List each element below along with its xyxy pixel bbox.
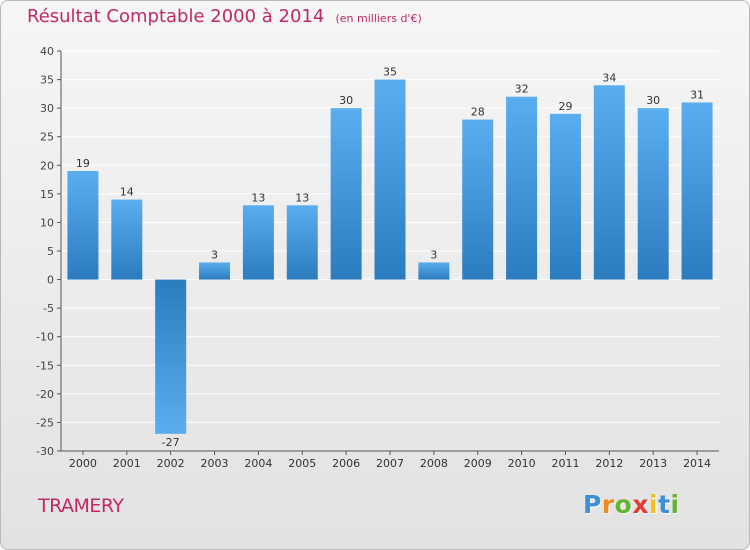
place-name: TRAMERY [38, 495, 124, 517]
bar-2011 [549, 113, 581, 280]
bar-2014 [681, 102, 713, 280]
y-tick-label: -30 [36, 445, 54, 458]
bar-2012 [593, 85, 625, 280]
logo-letter: r [601, 490, 615, 519]
value-label-2009: 28 [471, 106, 485, 119]
x-tick-label-2000: 2000 [69, 457, 97, 470]
value-label-2011: 29 [558, 100, 572, 113]
y-tick-label: -20 [36, 388, 54, 401]
value-label-2001: 14 [120, 186, 134, 199]
bar-2009 [462, 119, 494, 280]
x-tick-label-2011: 2011 [551, 457, 579, 470]
y-tick-label: 0 [47, 274, 54, 287]
x-tick-label-2007: 2007 [376, 457, 404, 470]
x-tick-label-2001: 2001 [113, 457, 141, 470]
y-tick-label: 35 [40, 74, 54, 87]
bar-2002 [155, 279, 187, 434]
value-label-2004: 13 [251, 191, 265, 204]
chart-title-line: Résultat Comptable 2000 à 2014 (en milli… [27, 6, 422, 27]
bar-2007 [374, 79, 406, 280]
proxiti-logo: Proxiti [583, 490, 680, 519]
x-tick-label-2012: 2012 [595, 457, 623, 470]
x-tick-label-2004: 2004 [244, 457, 272, 470]
value-label-2002: -27 [162, 436, 180, 449]
x-tick-label-2008: 2008 [420, 457, 448, 470]
logo-letter: P [583, 490, 602, 519]
y-tick-label: 5 [47, 245, 54, 258]
bar-2006 [330, 108, 362, 280]
value-label-2013: 30 [646, 94, 660, 107]
value-label-2006: 30 [339, 94, 353, 107]
y-tick-label: 40 [40, 45, 54, 58]
logo-letter: t [658, 490, 671, 519]
y-tick-label: 25 [40, 131, 54, 144]
x-tick-label-2006: 2006 [332, 457, 360, 470]
logo-letter: x [632, 490, 649, 519]
bar-2000 [67, 171, 99, 280]
bar-2008 [418, 262, 450, 280]
x-tick-label-2013: 2013 [639, 457, 667, 470]
y-tick-label: 10 [40, 216, 54, 229]
x-tick-label-2010: 2010 [508, 457, 536, 470]
value-label-2012: 34 [602, 71, 616, 84]
value-label-2003: 3 [211, 248, 218, 261]
x-tick-label-2005: 2005 [288, 457, 316, 470]
logo-letter: i [649, 490, 659, 519]
x-tick-label-2003: 2003 [201, 457, 229, 470]
y-tick-label: -10 [36, 331, 54, 344]
logo-letter: i [670, 490, 680, 519]
value-label-2000: 19 [76, 157, 90, 170]
y-tick-label: 30 [40, 102, 54, 115]
bar-2003 [199, 262, 231, 280]
value-label-2005: 13 [295, 191, 309, 204]
logo-letter: o [614, 490, 633, 519]
y-tick-label: -5 [43, 302, 54, 315]
x-tick-label-2009: 2009 [464, 457, 492, 470]
chart-title: Résultat Comptable 2000 à 2014 [27, 6, 325, 27]
y-tick-label: 15 [40, 188, 54, 201]
bar-2001 [111, 199, 143, 280]
bar-2004 [242, 205, 274, 280]
y-tick-label: -25 [36, 416, 54, 429]
value-label-2014: 31 [690, 88, 704, 101]
x-tick-label-2002: 2002 [157, 457, 185, 470]
value-label-2008: 3 [430, 248, 437, 261]
value-label-2007: 35 [383, 66, 397, 79]
unit-note: (en milliers d'€) [335, 12, 422, 25]
x-tick-label-2014: 2014 [683, 457, 711, 470]
value-label-2010: 32 [515, 83, 529, 96]
y-tick-label: 20 [40, 159, 54, 172]
bar-2010 [506, 96, 538, 280]
bar-2005 [286, 205, 318, 280]
bar-2013 [637, 108, 669, 280]
y-tick-label: -15 [36, 359, 54, 372]
